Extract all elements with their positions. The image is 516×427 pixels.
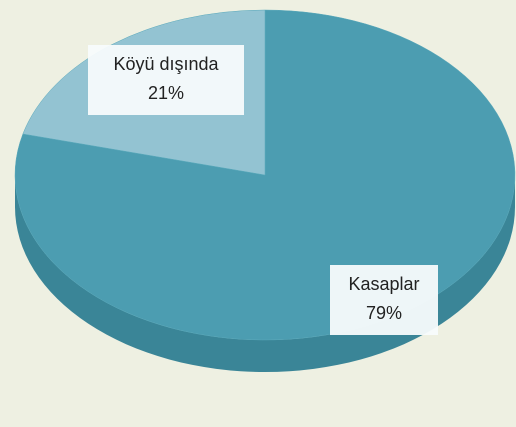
- slice-value-label: 21%: [148, 83, 184, 103]
- label-box: [330, 265, 438, 335]
- slice-value-label: 79%: [366, 303, 402, 323]
- slice-label: Kasaplar: [348, 274, 419, 294]
- label-box: [88, 45, 244, 115]
- slice-label: Köyü dışında: [113, 54, 219, 74]
